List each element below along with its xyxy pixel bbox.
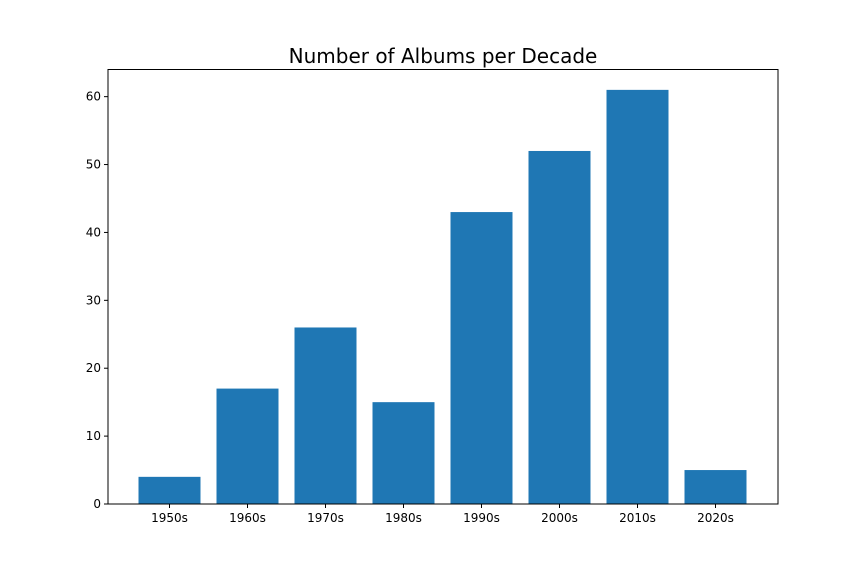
- x-tick-label: 1970s: [307, 511, 344, 525]
- y-tick-label: 20: [86, 361, 101, 375]
- bar-1950s: [138, 476, 201, 504]
- bar-1960s: [216, 388, 279, 504]
- x-tick-label: 2000s: [541, 511, 578, 525]
- bar-2020s: [684, 470, 747, 504]
- y-tick-label: 40: [86, 225, 101, 239]
- x-tick-label: 1960s: [229, 511, 266, 525]
- y-tick-label: 30: [86, 293, 101, 307]
- x-axis: 1950s 1960s 1970s 1980s 1990s 2000s 2010s 2020s: [151, 504, 734, 525]
- y-tick-label: 60: [86, 90, 101, 104]
- bars-group: [138, 89, 747, 505]
- x-tick-label: 2010s: [619, 511, 656, 525]
- bar-1970s: [294, 327, 357, 504]
- x-tick-label: 1990s: [463, 511, 500, 525]
- bar-1980s: [372, 402, 435, 504]
- x-tick-label: 1980s: [385, 511, 422, 525]
- bar-2010s: [606, 89, 669, 505]
- x-tick-label: 2020s: [697, 511, 734, 525]
- y-tick-label: 10: [86, 429, 101, 443]
- bar-2000s: [528, 150, 591, 504]
- y-tick-label: 0: [93, 497, 101, 511]
- chart-title: Number of Albums per Decade: [289, 44, 598, 68]
- y-tick-label: 50: [86, 158, 101, 172]
- bar-1990s: [450, 212, 513, 504]
- y-axis: 0 10 20 30 40 50 60: [86, 90, 108, 511]
- plot-area-frame: [107, 69, 779, 505]
- x-tick-label: 1950s: [151, 511, 188, 525]
